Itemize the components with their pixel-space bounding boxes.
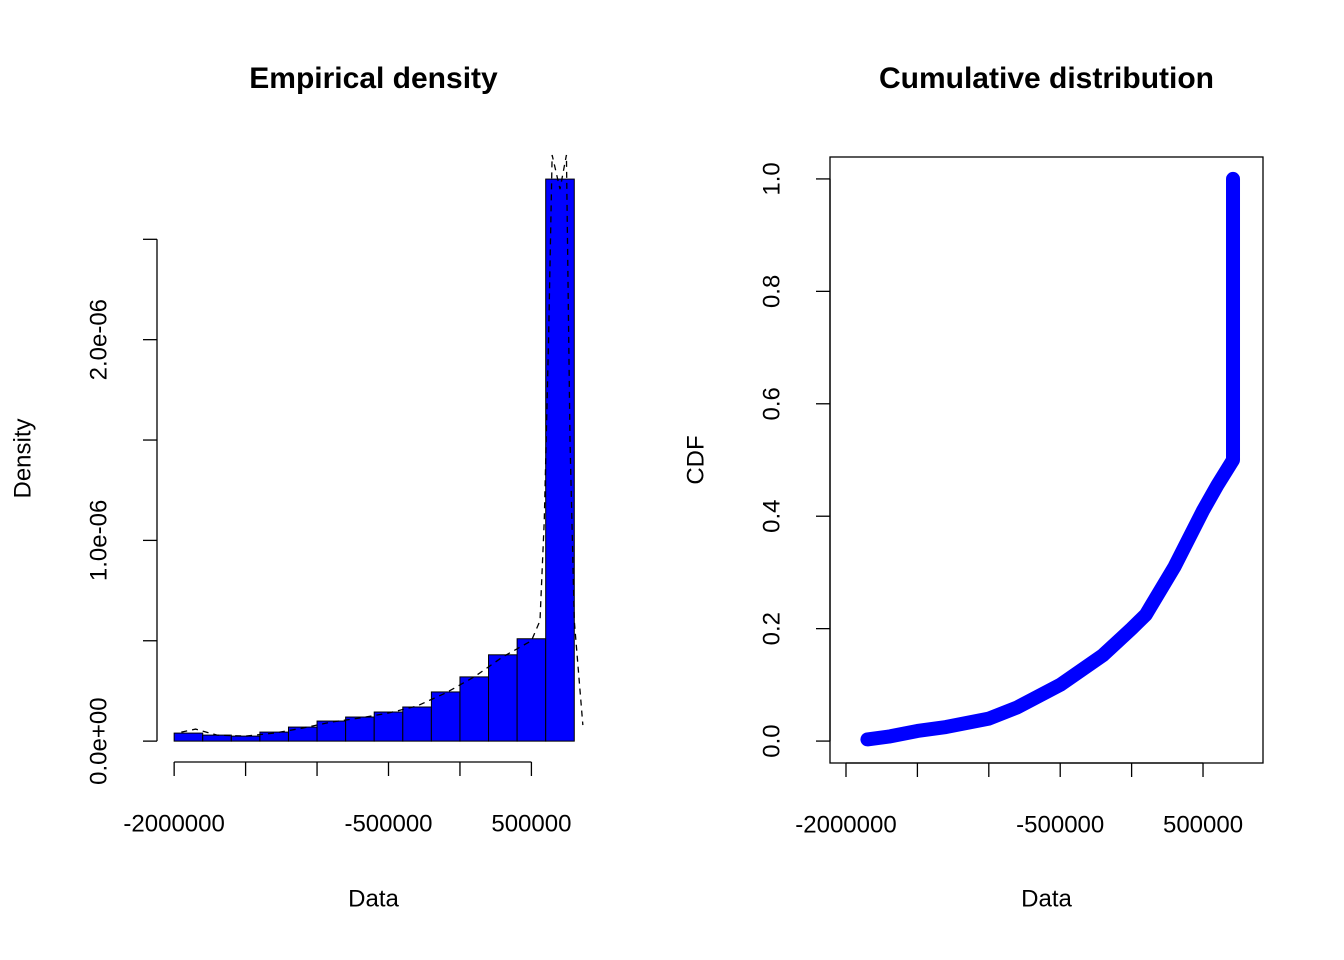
x-tick-label: -2000000 <box>123 810 224 837</box>
chart-title: Cumulative distribution <box>879 62 1214 95</box>
x-axis-label: Data <box>348 885 399 912</box>
x-axis-label: Data <box>1021 885 1072 912</box>
histogram-bar <box>316 720 347 742</box>
y-tick-label: 0.8 <box>758 275 785 308</box>
x-tick-label: 500000 <box>491 810 571 837</box>
histogram-bar <box>402 706 432 742</box>
histogram-bar <box>259 731 289 742</box>
y-tick-label: 1.0 <box>758 162 785 195</box>
x-tick-label: -500000 <box>1016 811 1104 838</box>
y-tick-label: 1.0e-06 <box>85 500 112 581</box>
x-tick-label: -2000000 <box>795 811 896 838</box>
y-tick-label: 2.0e-06 <box>85 299 112 380</box>
y-tick-label: 0.4 <box>758 500 785 533</box>
histogram-bar <box>345 716 375 742</box>
histogram-bar <box>230 735 261 742</box>
chart-title: Empirical density <box>249 62 498 95</box>
histogram-bar <box>430 691 461 742</box>
y-axis-label: Density <box>9 418 36 498</box>
histogram-bar <box>516 638 547 742</box>
y-tick-label: 0.2 <box>758 612 785 645</box>
y-tick-label: 0.6 <box>758 387 785 420</box>
y-tick-label: 0.0 <box>758 724 785 757</box>
x-tick-label: -500000 <box>344 810 432 837</box>
cdf-line <box>860 171 1241 747</box>
histogram-bar <box>459 676 490 742</box>
density-curve <box>181 154 584 737</box>
y-axis-label: CDF <box>682 435 709 484</box>
histogram-bar <box>373 711 404 742</box>
histogram-bar <box>173 732 204 742</box>
x-tick-label: 500000 <box>1163 811 1243 838</box>
histogram-bar <box>488 654 518 742</box>
y-tick-label: 0.0e+00 <box>85 697 112 784</box>
